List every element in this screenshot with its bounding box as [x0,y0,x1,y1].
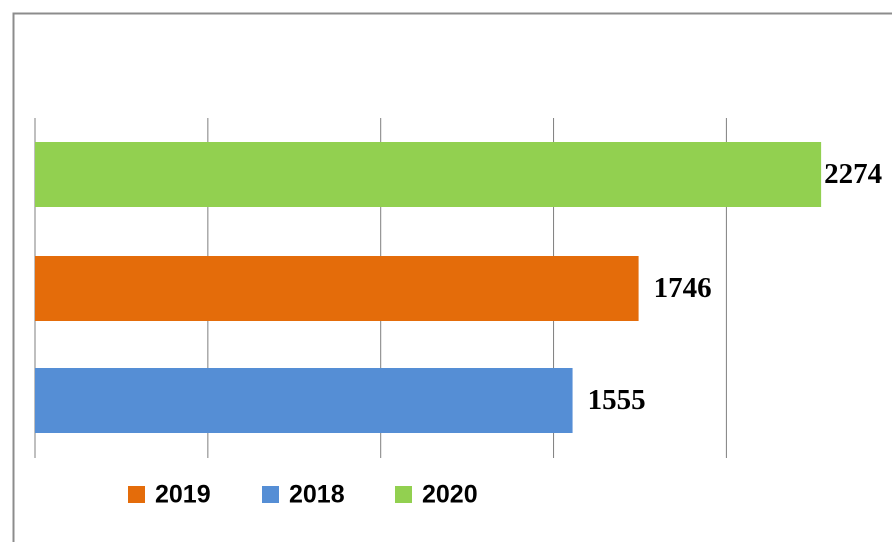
legend-label: 2019 [155,481,211,509]
bar [35,142,822,207]
legend-label: 2018 [289,481,345,509]
value-label: 1555 [588,384,646,416]
bar [35,256,639,321]
value-label: 1746 [654,272,712,304]
legend-swatch [128,486,145,503]
value-label: 2274 [824,158,882,190]
legend-swatch [395,486,412,503]
bar [35,368,573,433]
legend-label: 2020 [422,481,478,509]
legend-swatch [262,486,279,503]
